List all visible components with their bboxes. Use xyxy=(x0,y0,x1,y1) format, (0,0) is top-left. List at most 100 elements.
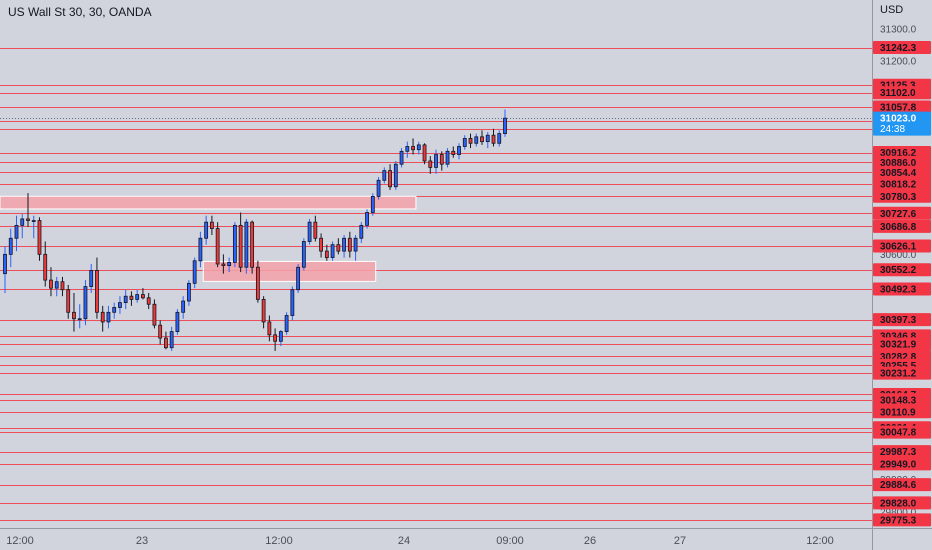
candle xyxy=(462,138,467,147)
candle xyxy=(175,311,180,333)
candle xyxy=(129,295,134,300)
level-price-tag[interactable] xyxy=(873,337,931,351)
level-price-tag[interactable] xyxy=(873,393,931,407)
level-price-tag[interactable] xyxy=(873,263,931,277)
time-tick-label: 23 xyxy=(136,535,148,547)
candle xyxy=(319,237,323,252)
level-price-tag[interactable] xyxy=(873,219,931,233)
level-price-tag-label: 30148.3 xyxy=(880,395,917,406)
time-tick-label: 09:00 xyxy=(496,535,524,547)
candle xyxy=(290,289,295,316)
level-price-tag-label: 31057.8 xyxy=(880,102,917,113)
level-price-tag[interactable] xyxy=(873,405,931,419)
level-price-tag-label: 30727.6 xyxy=(880,209,917,220)
price-tick-label: 31200.0 xyxy=(880,57,917,68)
level-price-tag[interactable] xyxy=(873,189,931,203)
level-price-tag[interactable] xyxy=(873,496,931,510)
level-price-tag[interactable] xyxy=(873,86,931,100)
level-price-tag[interactable] xyxy=(873,282,931,296)
level-price-tag[interactable] xyxy=(873,155,931,169)
candle xyxy=(457,146,461,155)
candle xyxy=(405,146,410,152)
level-price-tag[interactable] xyxy=(873,177,931,191)
level-price-tag[interactable] xyxy=(873,206,931,220)
candle xyxy=(422,144,427,162)
price-tick-label: 30600.0 xyxy=(880,250,917,261)
level-price-tag[interactable] xyxy=(873,313,931,327)
level-price-tag-label: 29775.3 xyxy=(880,515,917,526)
candle xyxy=(451,150,456,155)
candle xyxy=(146,297,151,305)
level-price-tag-label: 31102.0 xyxy=(880,88,916,99)
level-price-tag[interactable] xyxy=(873,165,931,179)
level-price-tag-label: 30818.2 xyxy=(880,180,917,191)
candle xyxy=(164,337,168,349)
candle xyxy=(43,253,48,281)
candle xyxy=(503,117,507,135)
candle xyxy=(445,150,450,165)
countdown-label: 24:38 xyxy=(880,124,905,135)
level-price-tag[interactable] xyxy=(873,425,931,439)
price-tick-label: 29800.0 xyxy=(880,507,917,518)
price-axis[interactable]: 31300.031200.030600.029900.029800.031242… xyxy=(872,0,932,550)
candle xyxy=(66,289,71,313)
candle xyxy=(296,266,301,291)
level-price-tag[interactable] xyxy=(873,478,931,492)
level-price-tag-label: 29987.3 xyxy=(880,447,917,458)
candle xyxy=(3,253,7,275)
candle xyxy=(497,133,502,144)
candle xyxy=(416,144,421,151)
time-tick-label: 12:00 xyxy=(6,535,34,547)
level-price-tag[interactable] xyxy=(873,239,931,253)
time-axis[interactable]: 12:00 23 12:00 24 09:00 26 27 12:00 xyxy=(0,528,932,550)
candle xyxy=(49,279,53,289)
candle xyxy=(382,170,387,181)
level-price-tag[interactable] xyxy=(873,445,931,459)
candle xyxy=(250,221,255,268)
candle xyxy=(95,270,99,313)
candle xyxy=(89,270,94,287)
candle xyxy=(20,218,25,226)
candle xyxy=(353,237,358,252)
current-price-tag[interactable] xyxy=(873,111,931,136)
level-price-tag-label: 30886.0 xyxy=(880,158,917,169)
candle xyxy=(60,281,65,291)
level-price-tag-label: 31242.3 xyxy=(880,43,917,54)
candle xyxy=(227,261,232,267)
candle xyxy=(439,154,444,165)
candle xyxy=(376,179,381,197)
level-price-tag-label: 30686.8 xyxy=(880,222,917,233)
candle xyxy=(434,154,438,168)
candle xyxy=(8,237,13,255)
current-price-label: 31023.0 xyxy=(880,114,917,125)
candle xyxy=(209,221,214,229)
candle xyxy=(31,220,36,222)
candle xyxy=(54,281,59,289)
level-price-tag-label: 30255.5 xyxy=(880,361,917,372)
level-price-tag[interactable] xyxy=(873,513,931,527)
level-price-tag-label: 31125.3 xyxy=(880,81,916,92)
candle xyxy=(365,212,369,226)
candle xyxy=(284,315,289,333)
level-price-tag-label: 30110.9 xyxy=(880,407,916,418)
level-price-tag[interactable] xyxy=(873,366,931,380)
level-price-tag-label: 30854.4 xyxy=(880,168,917,179)
level-price-tag-label: 29828.0 xyxy=(880,498,917,509)
candle xyxy=(198,237,203,262)
candle xyxy=(342,237,346,252)
level-price-tag[interactable] xyxy=(873,41,931,55)
candle xyxy=(158,324,163,339)
candle xyxy=(83,286,88,320)
candle xyxy=(232,224,237,263)
candle xyxy=(215,228,220,265)
time-tick-label: 12:00 xyxy=(806,535,834,547)
level-price-tag[interactable] xyxy=(873,457,931,471)
candle xyxy=(399,150,404,165)
candle xyxy=(474,136,479,144)
candle xyxy=(313,221,318,239)
candle xyxy=(152,303,157,326)
level-price-tag[interactable] xyxy=(873,100,931,114)
candle xyxy=(370,195,375,213)
